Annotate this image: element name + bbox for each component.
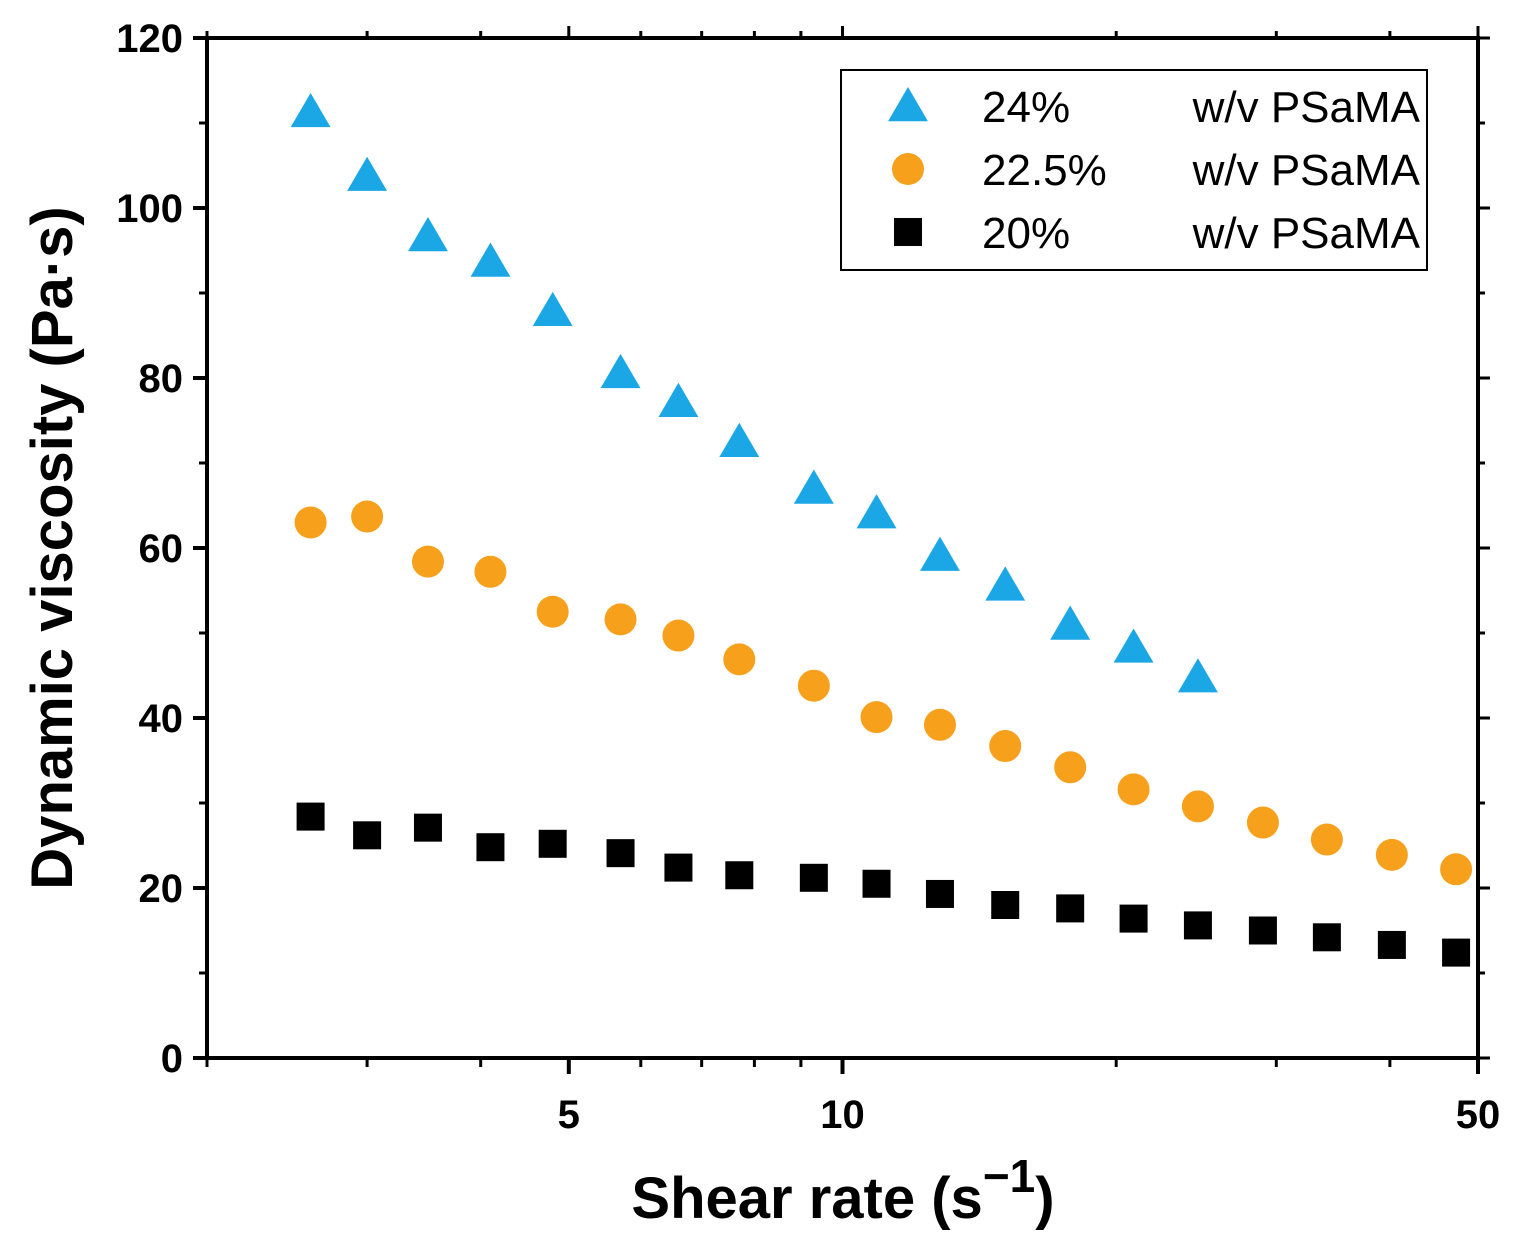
data-point [723,643,756,676]
data-point [1440,853,1473,886]
data-point [662,619,695,652]
y-tick-label: 100 [116,187,183,231]
data-point [470,242,511,277]
y-tick-label: 0 [161,1037,183,1081]
data-point [606,839,635,868]
data-point [474,555,507,588]
data-point [985,566,1026,601]
data-point [799,863,828,892]
data-point [294,506,327,539]
data-point [600,353,641,389]
data-point [1054,751,1087,784]
data-point [1183,911,1212,940]
x-tick-label: 5 [558,1093,580,1137]
data-point [797,669,830,702]
data-markers [290,92,1473,967]
data-point [538,829,567,858]
x-axis-title-superscript: −1 [983,1150,1035,1202]
data-point [1246,806,1279,839]
data-point [604,603,637,636]
data-point [1377,930,1406,959]
data-point [725,861,754,890]
y-tick-label: 60 [139,527,184,571]
data-point [408,217,448,252]
data-point [925,879,954,908]
x-tick-label: 50 [1456,1093,1501,1137]
y-tick-label: 40 [139,697,184,741]
legend: 24% w/v PSaMA 22.5% w/v PSaMA 20% w/v PSaMA [840,69,1428,271]
data-point [351,500,384,533]
legend-box [840,69,1428,271]
x-axis-title: Shear rate (s−1) [631,1150,1054,1231]
data-point [536,595,569,628]
legend-label: 22.5% [982,146,1107,195]
data-point [1181,790,1214,823]
y-tick-label: 80 [139,357,184,401]
legend-label-suffix: w/v PSaMA [1192,146,1421,195]
data-point [1113,628,1154,663]
data-point [1177,658,1218,693]
data-point [862,869,891,898]
data-point [1442,938,1471,967]
series-2 [296,802,1471,967]
x-tick-label: 10 [820,1093,865,1137]
data-point [1248,916,1277,945]
data-point [353,821,382,850]
y-axis-title: Dynamic viscosity (Pa·s) [20,206,85,889]
legend-marker [888,87,928,122]
data-point [920,536,960,571]
data-point [411,545,444,578]
series-1 [294,500,1473,886]
y-tick-label: 120 [116,17,183,61]
legend-label: 20% [982,209,1070,258]
legend-marker [892,153,924,185]
data-point [1312,923,1341,952]
legend-marker [894,218,922,246]
data-point [658,382,699,417]
tick-labels: 0 20 40 60 80 100 120 5 10 50 [116,17,1500,1137]
data-point [923,708,956,741]
legend-label-suffix: w/v PSaMA [1192,83,1421,132]
data-point [856,494,897,529]
data-point [290,92,331,128]
legend-label-suffix: w/v PSaMA [1192,209,1421,258]
data-point [476,833,505,862]
data-point [991,891,1020,919]
plot-frame [205,36,1480,1060]
data-point [860,701,893,734]
y-tick-label: 20 [139,867,184,911]
x-axis-title-close: ) [1035,1166,1054,1231]
data-point [413,813,442,842]
data-point [664,853,693,882]
data-point [532,291,573,327]
data-point [1310,823,1343,856]
data-point [1375,838,1408,871]
series-0 [290,92,1218,693]
data-point [793,469,834,504]
data-point [1056,894,1085,923]
data-point [1119,904,1148,933]
data-point [347,156,388,191]
data-point [1117,773,1150,806]
data-point [719,422,760,457]
x-axis-title-main: Shear rate (s [631,1166,982,1231]
data-point [1050,605,1091,640]
data-point [989,730,1022,763]
legend-label: 24% [982,83,1070,132]
data-point [296,802,325,831]
